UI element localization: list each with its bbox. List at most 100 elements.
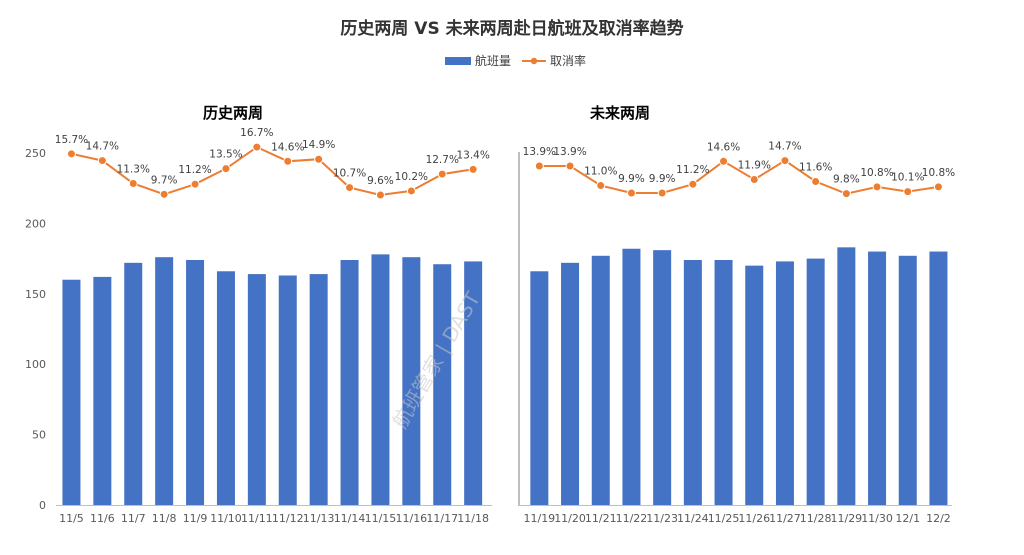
cancel-rate-label: 11.9% — [738, 159, 771, 171]
cancel-rate-label: 11.6% — [799, 162, 832, 174]
bar — [186, 260, 205, 505]
x-tick-label: 11/19 — [523, 512, 555, 525]
cancel-rate-label: 10.8% — [860, 167, 893, 179]
bar — [155, 257, 174, 505]
cancel-rate-label: 9.9% — [618, 173, 645, 185]
panel-future: 未来两周11/1911/2011/2111/2211/2311/2411/251… — [520, 104, 955, 525]
x-tick-label: 11/21 — [585, 512, 617, 525]
cancel-rate-point — [565, 161, 575, 171]
x-tick-label: 11/23 — [646, 512, 678, 525]
x-tick-label: 11/11 — [241, 512, 273, 525]
x-tick-label: 11/7 — [121, 512, 146, 525]
cancel-rate-line — [71, 145, 474, 197]
cancel-rate-point — [252, 142, 262, 152]
x-tick-label: 12/1 — [895, 512, 920, 525]
cancel-rate-label: 9.9% — [649, 173, 676, 185]
bar — [278, 275, 297, 505]
cancel-rate-point — [657, 188, 667, 198]
bar — [837, 247, 856, 505]
bar — [371, 254, 390, 505]
cancel-rate-point — [749, 174, 759, 184]
bar — [530, 271, 549, 505]
bar — [714, 260, 733, 505]
bar — [340, 260, 359, 505]
x-tick-label: 11/22 — [616, 512, 648, 525]
bar — [622, 248, 641, 505]
bar — [868, 251, 887, 505]
x-tick-label: 11/10 — [210, 512, 242, 525]
cancel-rate-point — [221, 164, 231, 174]
cancel-rate-label: 10.2% — [395, 171, 428, 183]
cancel-rate-point — [811, 177, 821, 186]
cancel-rate-point — [933, 182, 943, 192]
cancel-rate-point — [128, 179, 138, 189]
cancel-rate-point — [66, 149, 76, 159]
x-tick-label: 12/2 — [926, 512, 951, 525]
x-tick-label: 11/18 — [457, 512, 489, 525]
x-tick-label: 11/20 — [554, 512, 586, 525]
cancel-rate-point — [345, 183, 355, 193]
cancel-rate-point — [626, 188, 636, 198]
cancel-rate-point — [468, 164, 478, 174]
cancel-rate-point — [596, 181, 606, 191]
x-tick-label: 11/17 — [426, 512, 458, 525]
cancel-rate-label: 9.8% — [833, 174, 860, 186]
cancel-rate-line — [539, 159, 939, 195]
bar — [745, 265, 764, 505]
x-tick-label: 11/16 — [395, 512, 427, 525]
x-tick-label: 11/14 — [334, 512, 366, 525]
y-tick-label: 200 — [25, 217, 46, 230]
cancel-rate-label: 9.7% — [151, 174, 178, 186]
cancel-rate-label: 10.8% — [922, 167, 955, 179]
x-tick-label: 11/8 — [152, 512, 177, 525]
legend-line-marker — [530, 57, 538, 65]
chart-title: 历史两周 VS 未来两周赴日航班及取消率趋势 — [340, 18, 683, 39]
bar — [929, 251, 948, 505]
cancel-rate-point — [872, 182, 882, 192]
legend-bar-swatch — [445, 57, 471, 65]
bar — [591, 255, 610, 505]
cancel-rate-label: 12.7% — [426, 154, 459, 166]
cancel-rate-label: 11.0% — [584, 166, 617, 178]
bar — [653, 250, 672, 505]
cancel-rate-label: 14.9% — [302, 139, 335, 151]
x-tick-label: 11/5 — [59, 512, 84, 525]
cancel-rate-label: 9.6% — [367, 175, 394, 187]
panel-title: 历史两周 — [203, 104, 263, 122]
x-tick-label: 11/26 — [738, 512, 770, 525]
bar — [216, 271, 235, 505]
cancel-rate-point — [406, 186, 416, 196]
cancel-rate-label: 11.2% — [178, 164, 211, 176]
x-tick-label: 11/30 — [861, 512, 893, 525]
x-tick-label: 11/13 — [303, 512, 335, 525]
cancel-rate-label: 10.1% — [891, 172, 924, 184]
cancel-rate-point — [841, 189, 851, 199]
cancel-rate-label: 11.2% — [676, 164, 709, 176]
y-tick-label: 100 — [25, 358, 46, 371]
y-tick-label: 50 — [32, 429, 46, 442]
cancel-rate-point — [780, 156, 790, 166]
cancel-rate-label: 14.6% — [271, 141, 304, 153]
cancel-rate-label: 13.9% — [553, 146, 586, 158]
cancel-rate-label: 14.7% — [768, 141, 801, 153]
legend: 航班量 取消率 — [445, 53, 586, 68]
cancel-rate-label: 13.4% — [456, 149, 489, 161]
x-tick-label: 11/6 — [90, 512, 115, 525]
cancel-rate-label: 14.7% — [86, 141, 119, 153]
x-tick-label: 11/29 — [830, 512, 862, 525]
cancel-rate-label: 13.9% — [523, 146, 556, 158]
x-tick-label: 11/15 — [365, 512, 397, 525]
bar — [683, 260, 702, 505]
x-tick-label: 11/27 — [769, 512, 801, 525]
cancel-rate-label: 16.7% — [240, 127, 273, 139]
cancel-rate-label: 15.7% — [55, 134, 88, 146]
cancel-rate-point — [159, 189, 169, 199]
bar — [124, 262, 143, 505]
x-tick-label: 11/12 — [272, 512, 304, 525]
cancel-rate-point — [97, 156, 107, 166]
panel-title: 未来两周 — [589, 104, 650, 122]
x-tick-label: 11/28 — [800, 512, 832, 525]
cancel-rate-label: 13.5% — [209, 149, 242, 161]
bar — [775, 261, 794, 505]
